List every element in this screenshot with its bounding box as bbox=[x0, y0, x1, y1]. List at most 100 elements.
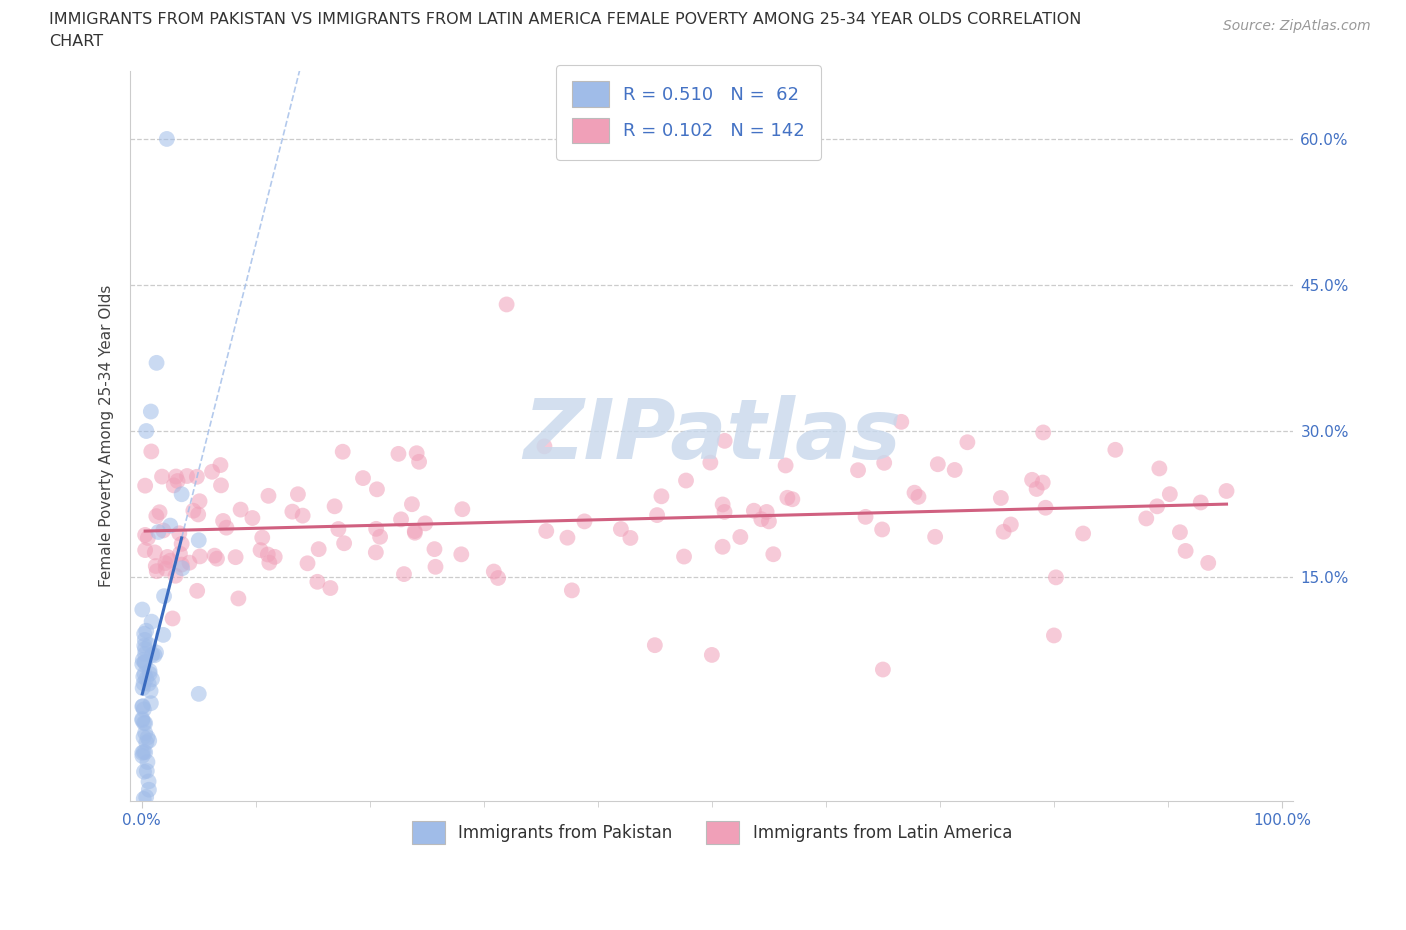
Point bbox=[561, 583, 583, 598]
Point bbox=[699, 455, 721, 470]
Point bbox=[212, 513, 235, 528]
Point bbox=[169, 546, 191, 561]
Point bbox=[131, 602, 153, 617]
Point bbox=[134, 542, 156, 557]
Point bbox=[141, 671, 163, 686]
Point bbox=[890, 415, 912, 430]
Point bbox=[145, 509, 167, 524]
Point bbox=[332, 445, 354, 459]
Point bbox=[135, 735, 157, 750]
Point bbox=[1071, 526, 1094, 541]
Point bbox=[1159, 486, 1181, 501]
Point bbox=[423, 541, 446, 556]
Point bbox=[156, 131, 179, 146]
Point bbox=[413, 516, 436, 531]
Legend: Immigrants from Pakistan, Immigrants from Latin America: Immigrants from Pakistan, Immigrants fro… bbox=[405, 814, 1019, 851]
Point bbox=[138, 774, 160, 789]
Point bbox=[204, 548, 226, 563]
Point bbox=[134, 725, 156, 740]
Point bbox=[956, 435, 979, 450]
Point bbox=[1189, 495, 1212, 510]
Point bbox=[135, 423, 157, 438]
Point bbox=[169, 525, 191, 540]
Point bbox=[257, 488, 280, 503]
Point bbox=[136, 730, 159, 745]
Point bbox=[209, 478, 232, 493]
Point bbox=[533, 439, 555, 454]
Point bbox=[135, 671, 157, 686]
Point bbox=[139, 405, 162, 419]
Point bbox=[134, 667, 156, 682]
Point bbox=[297, 556, 319, 571]
Point bbox=[1032, 475, 1054, 490]
Point bbox=[138, 733, 160, 748]
Point bbox=[170, 557, 193, 572]
Point bbox=[131, 711, 153, 726]
Point bbox=[366, 482, 388, 497]
Point bbox=[148, 525, 170, 539]
Point bbox=[131, 657, 153, 671]
Point bbox=[855, 510, 877, 525]
Point bbox=[263, 550, 285, 565]
Point bbox=[328, 522, 350, 537]
Point bbox=[333, 536, 356, 551]
Point bbox=[134, 632, 156, 647]
Point bbox=[645, 508, 668, 523]
Point bbox=[364, 545, 387, 560]
Point bbox=[482, 565, 505, 579]
Point bbox=[675, 473, 697, 488]
Point bbox=[1135, 511, 1157, 525]
Point bbox=[252, 530, 274, 545]
Point bbox=[134, 642, 156, 657]
Point bbox=[749, 512, 772, 526]
Point bbox=[139, 684, 162, 698]
Point bbox=[145, 645, 167, 660]
Point bbox=[134, 627, 156, 642]
Point bbox=[451, 502, 474, 517]
Point bbox=[401, 497, 423, 512]
Point bbox=[762, 547, 785, 562]
Point bbox=[993, 525, 1015, 539]
Point bbox=[287, 486, 309, 501]
Point bbox=[176, 469, 198, 484]
Point bbox=[990, 490, 1012, 505]
Point bbox=[943, 462, 966, 477]
Point bbox=[155, 562, 177, 577]
Point bbox=[924, 529, 946, 544]
Point bbox=[145, 559, 167, 574]
Point bbox=[228, 591, 250, 605]
Point bbox=[152, 628, 174, 643]
Point bbox=[323, 498, 346, 513]
Point bbox=[644, 638, 666, 653]
Point bbox=[775, 458, 797, 473]
Point bbox=[170, 486, 193, 501]
Point bbox=[134, 638, 156, 653]
Point bbox=[1104, 443, 1126, 458]
Point bbox=[145, 355, 167, 370]
Point bbox=[134, 745, 156, 760]
Point bbox=[1025, 482, 1047, 497]
Point bbox=[408, 455, 430, 470]
Point bbox=[201, 464, 224, 479]
Point bbox=[713, 504, 735, 519]
Point bbox=[138, 663, 160, 678]
Text: CHART: CHART bbox=[49, 34, 103, 49]
Point bbox=[1168, 525, 1191, 539]
Point bbox=[155, 556, 177, 571]
Point bbox=[131, 699, 153, 714]
Point bbox=[557, 530, 579, 545]
Point bbox=[1149, 461, 1171, 476]
Point bbox=[136, 531, 159, 546]
Point bbox=[134, 655, 156, 670]
Point bbox=[872, 662, 894, 677]
Point bbox=[134, 646, 156, 661]
Point bbox=[249, 543, 271, 558]
Point bbox=[486, 570, 509, 585]
Point bbox=[156, 550, 179, 565]
Point bbox=[1045, 570, 1067, 585]
Point bbox=[188, 494, 211, 509]
Point bbox=[132, 670, 155, 684]
Point bbox=[619, 530, 641, 545]
Point bbox=[134, 655, 156, 670]
Point bbox=[143, 545, 166, 560]
